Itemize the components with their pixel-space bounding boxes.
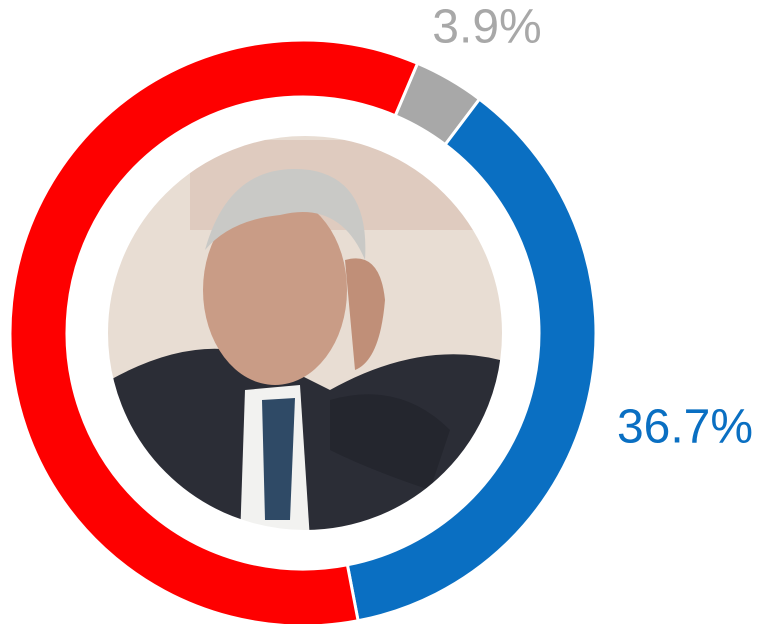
value-label: 36.7% (617, 401, 753, 454)
value-label: 3.9% (432, 1, 541, 54)
center-photo (100, 130, 510, 540)
chart: 3.9% 36.7% (0, 0, 769, 624)
